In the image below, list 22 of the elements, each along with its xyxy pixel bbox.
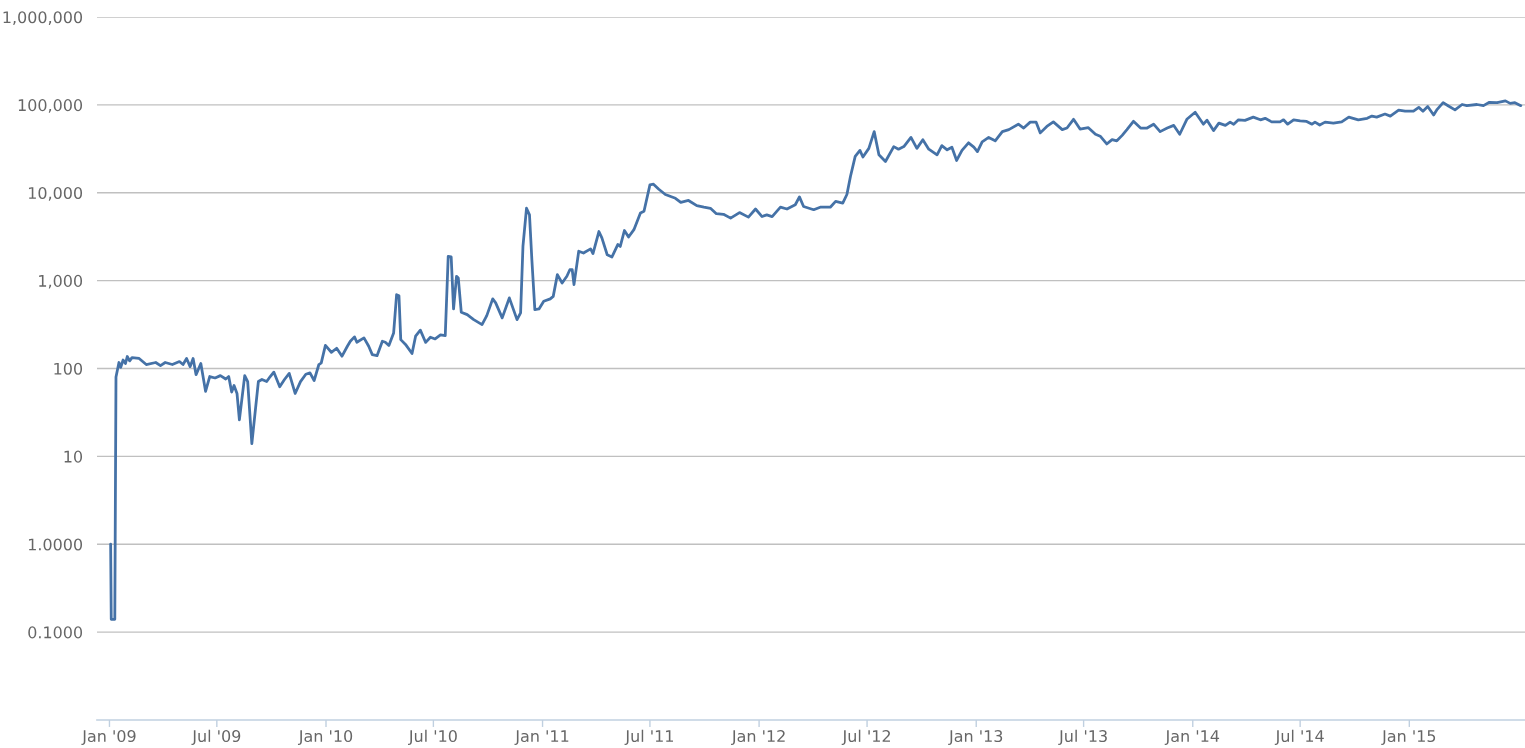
- x-tick-label: Jul '13: [1058, 729, 1107, 746]
- y-tick-label: 0.1000: [28, 626, 83, 639]
- x-tick-label: Jan '09: [81, 730, 136, 746]
- y-tick-label: 1,000,000: [3, 11, 83, 25]
- x-tick-label: Jan '15: [1381, 730, 1436, 746]
- x-tick-label: Jan '13: [948, 730, 1003, 746]
- x-tick-label: Jul '12: [841, 729, 890, 746]
- y-tick-label: 100: [54, 362, 83, 375]
- x-tick-label: Jan '11: [514, 730, 569, 746]
- x-tick-label: Jan '14: [1164, 730, 1220, 746]
- x-tick-label: Jan '10: [297, 730, 353, 746]
- line-series: [109, 99, 1523, 621]
- x-tick-label: Jul '11: [624, 729, 673, 746]
- x-tick-label: Jul '14: [1274, 729, 1324, 746]
- x-tick-label: Jul '09: [191, 729, 241, 746]
- y-tick-label: 10,000: [28, 186, 83, 201]
- x-tick-label: Jan '12: [731, 730, 785, 746]
- y-tick-label: 100,000: [18, 99, 83, 113]
- y-tick-label: 1,000: [39, 274, 83, 289]
- y-tick-label: 1.0000: [28, 538, 83, 551]
- y-tick-label: 10: [64, 450, 83, 463]
- x-tick-label: Jul '10: [408, 729, 457, 746]
